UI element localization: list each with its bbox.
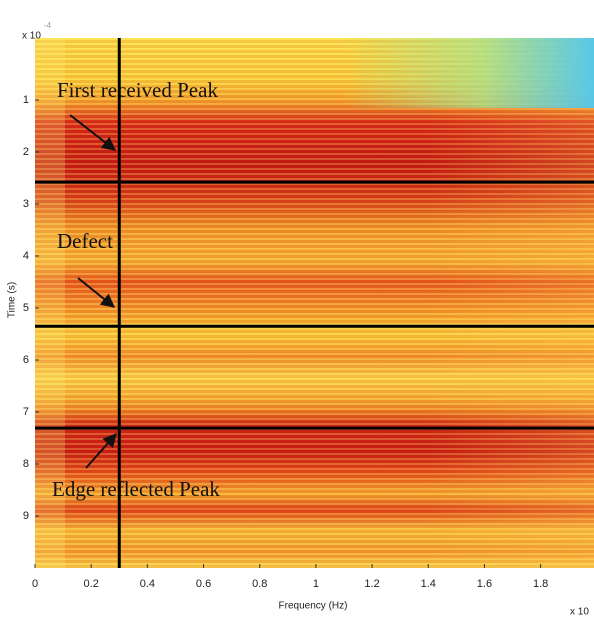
arrow <box>69 114 117 151</box>
x-tick-label: 0.6 <box>196 578 211 590</box>
x-axis-label: Frequency (Hz) <box>279 601 348 612</box>
y-tick-label: 1 <box>23 94 29 106</box>
heatmap <box>35 38 594 568</box>
x-tick-label: 0.2 <box>84 578 99 590</box>
x-tick-label: 1.4 <box>421 578 436 590</box>
y-tick-label: 5 <box>23 302 29 314</box>
y-tick-label: 7 <box>23 406 29 418</box>
x-tick-label: 0.4 <box>140 578 155 590</box>
y-exponent: -4 <box>44 21 52 30</box>
y-tick-label: 3 <box>23 198 29 210</box>
annotation: Edge reflected Peak <box>52 477 220 501</box>
x-tick-label: 1.8 <box>533 578 548 590</box>
y-tick-label: 6 <box>23 354 29 366</box>
y-tick-label: 2 <box>23 146 29 158</box>
annotation: Defect <box>57 229 113 253</box>
x-multiplier: x 10 <box>570 607 589 617</box>
y-axis-label: Time (s) <box>7 282 18 318</box>
arrow <box>85 432 117 469</box>
x-tick-label: 1.6 <box>477 578 492 590</box>
x-tick-label: 0 <box>32 578 38 590</box>
x-tick-label: 0.8 <box>252 578 267 590</box>
y-multiplier: x 10 <box>22 31 41 42</box>
x-tick-label: 1 <box>313 578 319 590</box>
y-tick-label: 9 <box>23 510 29 522</box>
y-tick-label: 4 <box>23 250 29 262</box>
y-tick-label: 8 <box>23 458 29 470</box>
x-tick-label: 1.2 <box>364 578 379 590</box>
annotation: First received Peak <box>57 78 218 102</box>
arrow <box>77 277 116 308</box>
